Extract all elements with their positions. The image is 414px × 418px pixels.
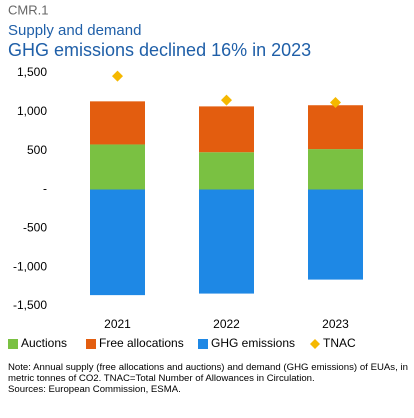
y-tick-label: -1,000 — [13, 259, 47, 273]
x-tick-label: 2023 — [322, 317, 349, 331]
tnac-marker — [330, 97, 341, 109]
bar-segment — [199, 189, 254, 294]
chart-label: CMR.1 — [8, 2, 48, 17]
chart-subtitle: Supply and demand — [8, 22, 141, 39]
x-tick-label: 2021 — [104, 317, 131, 331]
legend-label: Auctions — [21, 336, 67, 350]
y-tick-label: 1,500 — [17, 65, 47, 79]
y-tick-label: -500 — [23, 221, 47, 235]
bar-segment — [308, 105, 363, 150]
legend-swatch — [86, 339, 96, 349]
chart: CMR.1 Supply and demand GHG emissions de… — [8, 2, 363, 350]
x-tick-label: 2022 — [213, 317, 240, 331]
bar-segment — [199, 106, 254, 153]
bar-segment — [308, 189, 363, 280]
chart-title: GHG emissions declined 16% in 2023 — [8, 40, 311, 60]
legend-swatch — [310, 339, 320, 349]
bar-segment — [90, 189, 145, 296]
legend-label: GHG emissions — [211, 336, 295, 350]
bar-segment — [308, 149, 363, 190]
legend-swatch — [198, 339, 208, 349]
legend-label: Free allocations — [99, 336, 184, 350]
source: Sources: European Commission, ESMA. — [8, 384, 181, 395]
tnac-marker — [112, 70, 123, 82]
notes: Note: Annual supply (free allocations an… — [8, 362, 408, 395]
bar-segment — [90, 144, 145, 190]
legend-label: TNAC — [323, 336, 356, 350]
bar-segment — [199, 152, 254, 190]
y-tick-label: -1,500 — [13, 298, 47, 312]
y-tick-label: 500 — [27, 143, 47, 157]
note: Note: Annual supply (free allocations an… — [8, 362, 408, 384]
y-tick-label: - — [43, 182, 47, 196]
legend-swatch — [8, 339, 18, 349]
tnac-marker — [221, 94, 232, 106]
bar-segment — [90, 101, 145, 145]
y-tick-label: 1,000 — [17, 104, 47, 118]
